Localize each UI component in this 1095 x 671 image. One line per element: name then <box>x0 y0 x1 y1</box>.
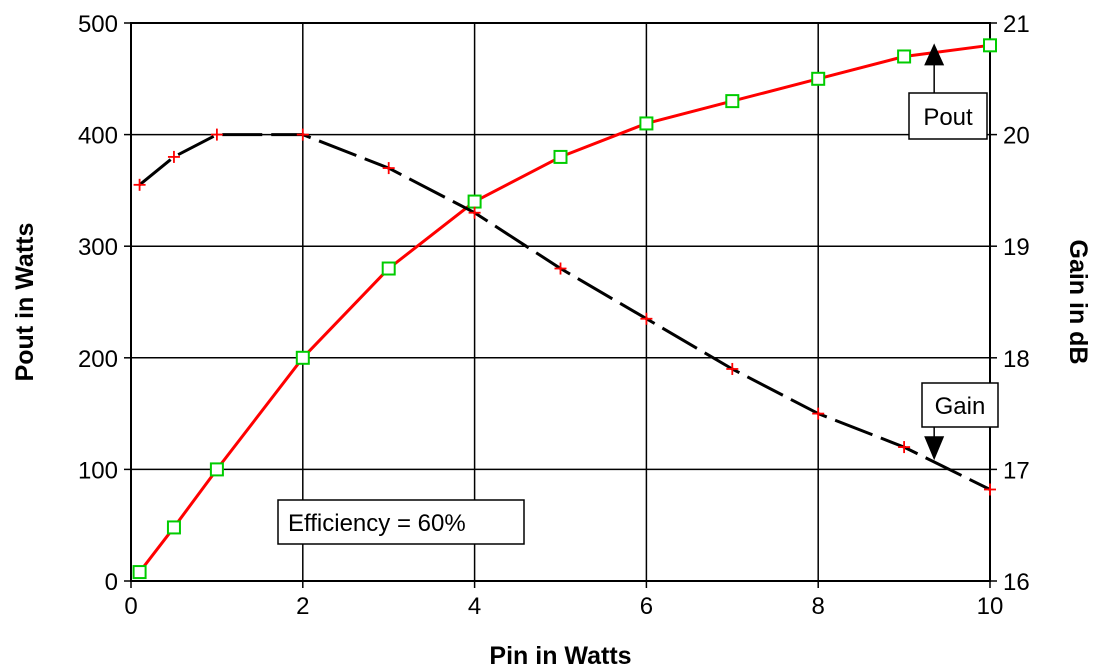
series-line-gain <box>138 133 991 491</box>
y2-tick-label: 17 <box>1003 457 1030 484</box>
series-gain <box>133 128 996 496</box>
y-tick-label: 500 <box>78 11 118 38</box>
efficiency-label-box <box>277 499 525 545</box>
y-tick-label: 300 <box>78 234 118 261</box>
x-axis-ticks: 0 2 4 6 8 10 <box>124 581 1003 620</box>
y-tick-label: 0 <box>105 569 118 596</box>
y-tick-label: 400 <box>78 123 118 150</box>
y2-axis-ticks: 16 17 18 19 20 21 <box>990 11 1030 596</box>
data-point <box>381 261 396 276</box>
data-point <box>166 520 181 535</box>
data-point <box>984 483 996 496</box>
data-point <box>640 312 653 325</box>
data-point <box>132 565 147 580</box>
data-point <box>726 362 739 375</box>
data-point <box>812 407 825 420</box>
pout-label: Pout <box>923 104 973 131</box>
data-point <box>382 162 395 175</box>
efficiency-label: Efficiency = 60% <box>288 510 466 537</box>
x-tick-label: 0 <box>124 593 137 620</box>
data-point <box>897 49 912 64</box>
data-point <box>209 462 224 477</box>
data-point <box>133 178 146 191</box>
data-point <box>639 116 654 131</box>
y2-tick-label: 16 <box>1003 569 1030 596</box>
data-point <box>295 350 310 365</box>
annotation-gain: Gain <box>921 382 999 461</box>
y2-tick-label: 19 <box>1003 234 1030 261</box>
data-point <box>554 262 567 275</box>
data-point <box>167 150 180 163</box>
data-point <box>468 206 481 219</box>
x-tick-label: 8 <box>812 593 825 620</box>
data-point <box>210 128 223 141</box>
x-tick-label: 10 <box>977 593 1004 620</box>
data-point <box>467 194 482 209</box>
series-line-pout <box>138 43 991 574</box>
annotation-pout: Pout <box>908 43 988 140</box>
data-point <box>296 128 309 141</box>
data-point <box>983 38 997 53</box>
y2-axis-title: Gain in dB <box>1064 240 1092 365</box>
data-point <box>553 149 568 164</box>
gain-label: Gain <box>935 393 986 420</box>
series-pout <box>132 38 997 580</box>
data-point <box>725 94 740 109</box>
y-tick-label: 100 <box>78 457 118 484</box>
x-tick-label: 6 <box>640 593 653 620</box>
gain-label-box <box>921 382 999 428</box>
y-tick-label: 200 <box>78 346 118 373</box>
gain-arrow-head <box>924 436 945 461</box>
y2-tick-label: 18 <box>1003 346 1030 373</box>
grid <box>130 22 991 582</box>
y2-tick-label: 20 <box>1003 123 1030 150</box>
plot-frame <box>130 22 991 582</box>
pout-arrow-head <box>924 43 945 66</box>
data-point <box>811 71 826 86</box>
y-axis-ticks: 0 100 200 300 400 500 <box>78 11 131 596</box>
y-axis-title: Pout in Watts <box>11 223 39 382</box>
x-tick-label: 4 <box>468 593 481 620</box>
annotation-efficiency: Efficiency = 60% <box>277 499 525 545</box>
data-point <box>898 441 911 454</box>
pout-label-box <box>908 92 988 140</box>
y2-tick-label: 21 <box>1003 11 1030 38</box>
x-axis-title: Pin in Watts <box>489 642 631 670</box>
series-layer <box>132 38 997 580</box>
x-tick-label: 2 <box>296 593 309 620</box>
